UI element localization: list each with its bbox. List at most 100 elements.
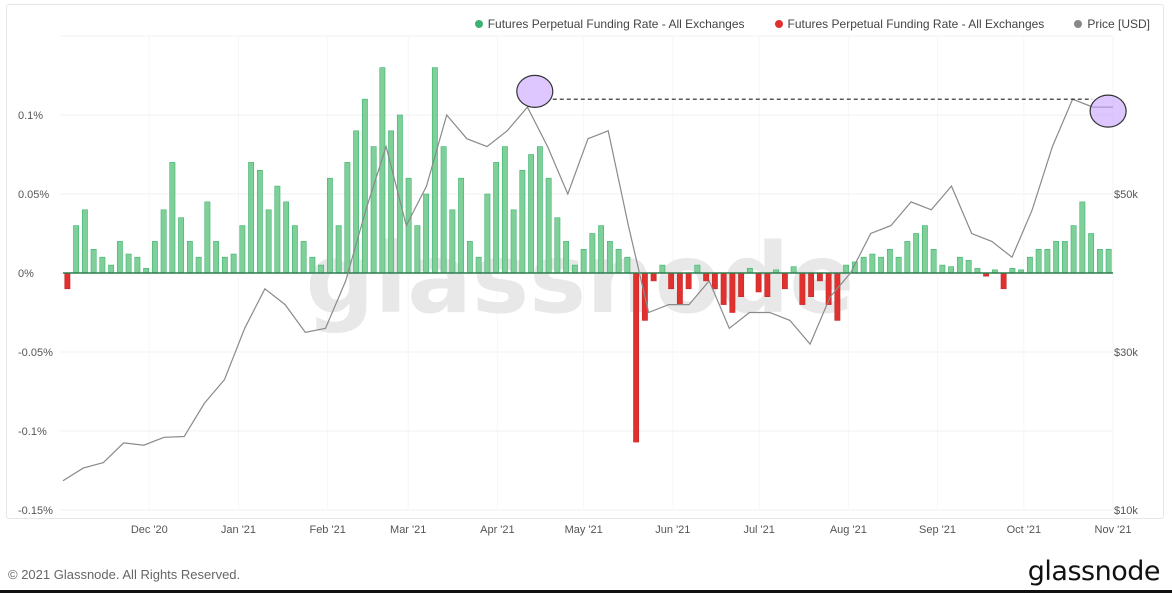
funding-bar-positive — [510, 209, 517, 274]
funding-bar-positive — [536, 146, 543, 274]
copyright-text: © 2021 Glassnode. All Rights Reserved. — [8, 567, 241, 582]
funding-bar-positive — [484, 193, 491, 274]
watermark: glassnode — [306, 223, 855, 335]
funding-bar-positive — [624, 256, 631, 274]
funding-bar-positive — [248, 162, 255, 274]
green-dot-icon — [474, 20, 483, 28]
x-tick-label: Apr '21 — [480, 524, 515, 536]
funding-bar-positive — [458, 177, 465, 274]
funding-bar-positive — [151, 241, 158, 274]
funding-bar-positive — [1079, 201, 1086, 274]
funding-bar-positive — [90, 249, 97, 274]
x-tick-label: Jan '21 — [221, 524, 256, 536]
funding-bar-positive — [379, 67, 386, 274]
y-right-tick-label: $10k — [1114, 505, 1138, 517]
x-tick-label: May '21 — [565, 524, 603, 536]
funding-bar-positive — [1096, 249, 1103, 274]
x-tick-label: Jul '21 — [743, 524, 774, 536]
funding-bar-positive — [1026, 256, 1033, 274]
funding-bar-positive — [1035, 249, 1042, 274]
funding-bar-positive — [344, 162, 351, 274]
funding-bar-positive — [1044, 249, 1051, 274]
y-right-tick-label: $30k — [1114, 347, 1138, 359]
funding-bar-positive — [213, 241, 220, 274]
funding-bar-negative — [720, 272, 727, 305]
funding-bar-positive — [598, 225, 605, 274]
funding-bar-negative — [755, 272, 762, 293]
price-line — [62, 98, 1113, 482]
funding-bar-negative — [808, 272, 815, 298]
funding-bar-positive — [1105, 249, 1112, 274]
highlight-circle — [516, 74, 554, 108]
funding-bar-positive — [221, 256, 228, 274]
x-tick-label: Feb '21 — [309, 524, 345, 536]
funding-bar-positive — [283, 201, 290, 274]
funding-bar-positive — [965, 260, 972, 274]
funding-bar-negative — [729, 272, 736, 313]
funding-bar-positive — [843, 264, 850, 274]
funding-bar-positive — [414, 225, 421, 274]
funding-bar-positive — [195, 256, 202, 274]
funding-bar-negative — [816, 272, 823, 282]
funding-bar-positive — [449, 209, 456, 274]
funding-bar-positive — [160, 209, 167, 274]
funding-bar-positive — [466, 241, 473, 274]
legend-item-funding-negative[interactable]: Futures Perpetual Funding Rate - All Exc… — [774, 17, 1044, 31]
funding-bar-negative — [685, 272, 692, 290]
funding-bar-positive — [501, 146, 508, 274]
funding-bar-positive — [256, 170, 263, 274]
x-tick-label: Sep '21 — [919, 524, 956, 536]
y-left-tick-label: 0.05% — [18, 189, 49, 201]
funding-bar-positive — [790, 266, 797, 274]
y-left-tick-label: -0.15% — [18, 505, 53, 517]
funding-bar-positive — [300, 241, 307, 274]
funding-bar-positive — [116, 241, 123, 274]
x-tick-label: Nov '21 — [1095, 524, 1132, 536]
funding-bar-positive — [659, 264, 666, 274]
funding-bar-positive — [860, 256, 867, 274]
x-tick-label: Jun '21 — [655, 524, 690, 536]
funding-bar-positive — [274, 185, 281, 274]
funding-bar-positive — [615, 249, 622, 274]
funding-bar-positive — [309, 256, 316, 274]
legend-label: Price [USD] — [1087, 17, 1150, 31]
funding-bar-negative — [781, 272, 788, 290]
funding-bar-positive — [134, 256, 141, 274]
funding-bar-positive — [291, 225, 298, 274]
funding-bar-positive — [108, 264, 115, 274]
funding-bar-positive — [921, 225, 928, 274]
chart-legend: Futures Perpetual Funding Rate - All Exc… — [474, 17, 1150, 31]
funding-bar-positive — [81, 209, 88, 274]
funding-bar-positive — [361, 98, 368, 274]
funding-bar-positive — [869, 253, 876, 274]
funding-bar-negative — [676, 272, 683, 305]
funding-bar-positive — [956, 256, 963, 274]
funding-bar-positive — [230, 253, 237, 274]
x-tick-label: Mar '21 — [390, 524, 426, 536]
y-left-tick-label: -0.05% — [18, 347, 53, 359]
funding-bar-negative — [64, 272, 71, 290]
bottom-border — [0, 590, 1172, 593]
funding-bar-positive — [939, 264, 946, 274]
glassnode-logo[interactable]: glassnode — [1027, 556, 1161, 587]
funding-bar-positive — [265, 209, 272, 274]
legend-item-funding-positive[interactable]: Futures Perpetual Funding Rate - All Exc… — [474, 17, 745, 31]
funding-bar-positive — [423, 193, 430, 274]
funding-bar-negative — [738, 272, 745, 298]
legend-label: Futures Perpetual Funding Rate - All Exc… — [487, 17, 745, 31]
gray-dot-icon — [1074, 20, 1083, 28]
red-dot-icon — [774, 20, 783, 28]
legend-item-price[interactable]: Price [USD] — [1074, 17, 1150, 31]
funding-bar-negative — [668, 272, 675, 290]
funding-bar-positive — [99, 256, 106, 274]
x-tick-label: Aug '21 — [830, 524, 867, 536]
funding-bar-positive — [519, 170, 526, 274]
funding-bar-negative — [650, 272, 657, 282]
funding-bar-positive — [563, 241, 570, 274]
funding-bar-negative — [799, 272, 806, 305]
y-left-tick-label: 0.1% — [18, 110, 43, 122]
funding-bar-positive — [1061, 241, 1068, 274]
funding-bar-negative — [703, 272, 710, 282]
funding-bar-positive — [73, 225, 80, 274]
